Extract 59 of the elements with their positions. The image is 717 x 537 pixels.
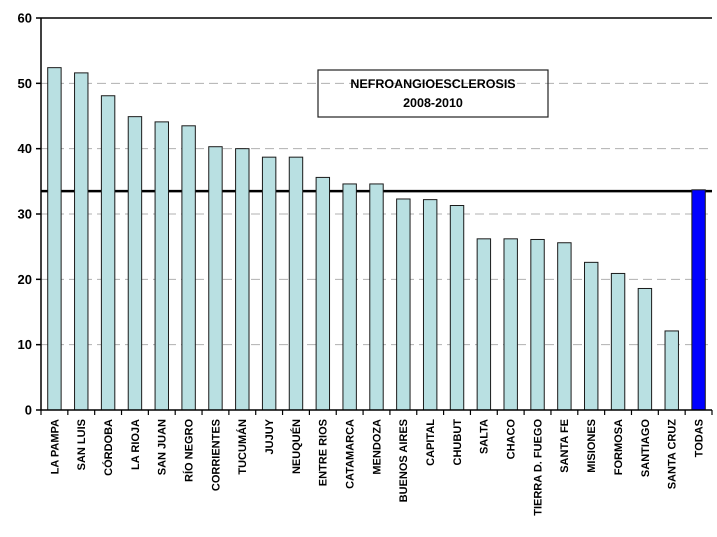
- bar: [154, 121, 169, 410]
- x-tick-label: CAPITAL: [425, 418, 438, 466]
- bar: [128, 116, 142, 410]
- x-tick-label: TIERRA D. FUEGO: [532, 418, 544, 516]
- y-tick-label: 30: [18, 206, 32, 222]
- bar: [288, 156, 304, 410]
- text: NEFROANGIOESCLEROSIS: [350, 77, 516, 91]
- y-tick-label: 40: [18, 141, 32, 156]
- x-tick-label: SALTA: [478, 418, 491, 454]
- bar: [342, 183, 357, 410]
- x-tick-label: TODAS: [693, 419, 706, 458]
- bar: [638, 288, 652, 410]
- bar: [476, 238, 492, 410]
- y-tick-label: 60: [18, 10, 32, 26]
- x-tick-label: MISIONES: [586, 419, 598, 473]
- y-tick-label: 50: [18, 76, 32, 91]
- bar: [74, 72, 88, 410]
- y-tick-label: 20: [18, 272, 32, 287]
- x-tick-label: CATAMARCA: [344, 418, 357, 489]
- bar: [664, 330, 679, 410]
- bar: [610, 272, 626, 410]
- bar: [100, 95, 116, 410]
- x-tick-label: CHACO: [506, 418, 518, 460]
- x-tick-label: SANTIAGO: [640, 418, 652, 478]
- x-tick-label: MENDOZA: [371, 418, 384, 475]
- x-tick-label: RÍO NEGRO: [182, 418, 196, 482]
- y-tick-label: 10: [18, 337, 32, 352]
- x-tick-label: NEUQUÉN: [290, 418, 303, 474]
- bar: [422, 199, 438, 410]
- x-tick-label: FORMOSA: [612, 418, 625, 476]
- bar: [235, 148, 250, 410]
- bar: [369, 183, 384, 410]
- bar: [316, 176, 330, 410]
- bar: [47, 67, 62, 410]
- bar: [503, 238, 518, 410]
- bar: [530, 238, 545, 410]
- x-tick-label: CORRIENTES: [210, 419, 222, 492]
- x-tick-label: JUJUY: [264, 418, 276, 454]
- bar: [584, 262, 598, 410]
- x-tick-label: SANTA FE: [559, 419, 572, 473]
- x-tick-label: CHUBUT: [452, 418, 464, 466]
- x-tick-label: SANTA CRUZ: [666, 418, 679, 490]
- bar: [450, 205, 464, 410]
- bar: [208, 146, 223, 410]
- x-tick-label: LA PAMPA: [49, 418, 62, 474]
- bar: [262, 156, 276, 410]
- x-tick-label: BUENOS AIRES: [398, 419, 410, 502]
- x-tick-label: TUCUMÁN: [236, 418, 250, 475]
- text: 2008-2010: [403, 96, 463, 110]
- x-tick-label: SAN LUIS: [76, 419, 88, 470]
- x-tick-label: ENTRE RIOS: [318, 419, 330, 486]
- x-tick-label: CÓRDOBA: [102, 418, 115, 476]
- x-tick-label: LA RIOJA: [130, 418, 142, 470]
- x-tick-label: SAN JUAN: [156, 418, 169, 476]
- bar: [691, 189, 706, 410]
- bar: [396, 198, 411, 410]
- bar: [181, 125, 196, 410]
- bar: [557, 242, 572, 410]
- y-tick-label: 0: [24, 402, 32, 418]
